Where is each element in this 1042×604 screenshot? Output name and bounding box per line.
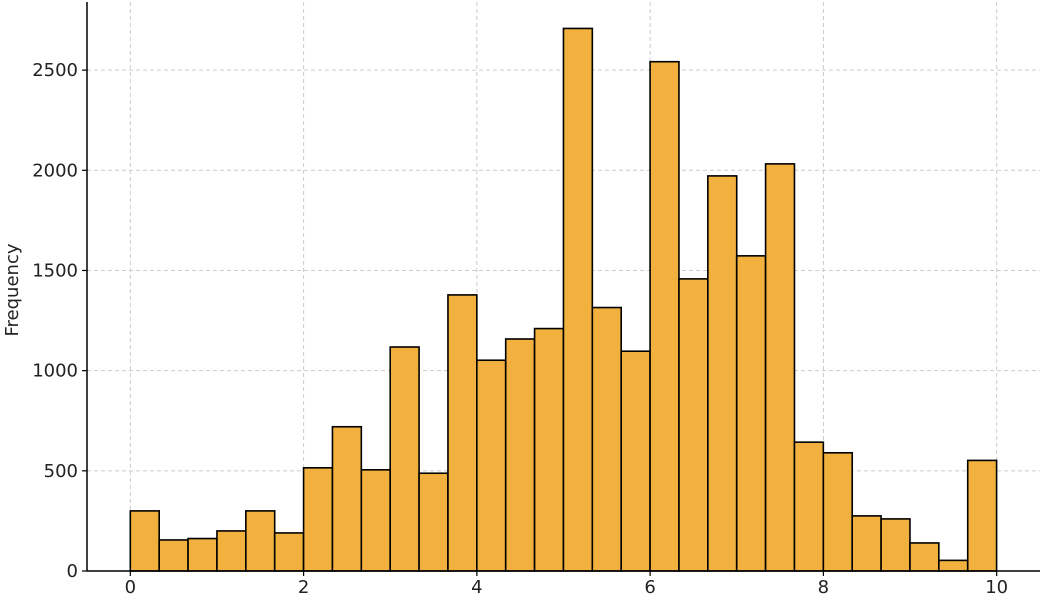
x-tick-label: 6: [644, 577, 655, 598]
x-tick-label: 4: [471, 577, 482, 598]
histogram-bar: [966, 459, 998, 572]
y-tick-label: 1000: [32, 361, 78, 382]
histogram-bar: [851, 515, 882, 572]
histogram-bar: [764, 163, 796, 572]
histogram-bar: [822, 451, 854, 572]
histogram-bar: [331, 425, 363, 572]
histogram-bar: [504, 338, 536, 572]
axes: [86, 2, 1040, 572]
histogram-bar: [707, 175, 738, 572]
histogram-bar: [562, 27, 594, 572]
x-tick-label: 2: [298, 577, 309, 598]
histogram-bar: [735, 255, 767, 572]
histogram-bar: [649, 60, 680, 572]
histogram-bar: [129, 510, 160, 572]
histogram-bar: [302, 467, 334, 572]
x-tick-label: 0: [125, 577, 136, 598]
histogram-bar: [360, 469, 392, 572]
y-tick-label: 2500: [32, 60, 78, 81]
histogram-bar: [447, 294, 478, 572]
histogram-bar: [678, 278, 709, 572]
y-tick-label: 1500: [32, 260, 78, 281]
histogram-bar: [938, 559, 969, 572]
histogram-bar: [187, 537, 218, 572]
histogram-bar: [158, 539, 189, 572]
histogram-bar: [216, 530, 247, 572]
histogram-bar: [273, 532, 305, 572]
bars: [129, 27, 998, 572]
y-axis-label: Frequency: [2, 243, 23, 336]
y-tick-label: 500: [44, 461, 78, 482]
y-tick-label: 2000: [32, 160, 78, 181]
histogram-bar: [476, 359, 507, 572]
histogram-bar: [418, 472, 449, 572]
histogram-bar: [880, 518, 911, 572]
histogram-bar: [591, 306, 623, 572]
x-tick-label: 8: [818, 577, 829, 598]
histogram-bar: [245, 510, 276, 572]
histogram-bar: [389, 346, 420, 572]
histogram-bar: [793, 441, 825, 572]
tick-labels: 0 2 4 6 8 10 0 500 1000 1500 2000 2500: [32, 60, 1008, 598]
histogram-bar: [533, 327, 565, 572]
y-tick-label: 0: [67, 561, 78, 582]
histogram-bar: [620, 350, 651, 572]
x-tick-label: 10: [985, 577, 1008, 598]
histogram-bar: [909, 542, 940, 572]
